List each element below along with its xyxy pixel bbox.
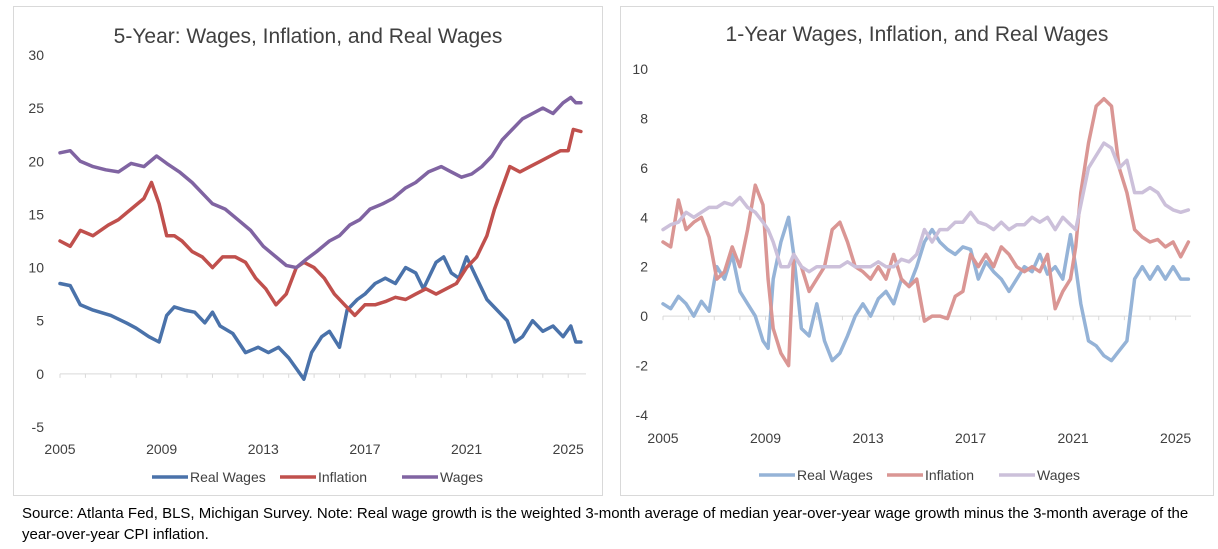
legend-label-wages: Wages: [440, 469, 483, 485]
x-tick-label: 2017: [955, 430, 986, 446]
series-line-real-wages: [661, 215, 1191, 363]
y-tick-label: 0: [36, 366, 44, 382]
source-footnote: Source: Atlanta Fed, BLS, Michigan Surve…: [22, 505, 1189, 543]
y-tick-label: 5: [36, 313, 44, 329]
legend-label-inflation: Inflation: [925, 467, 974, 483]
chart-1-year: 1-Year Wages, Inflation, and Real Wages -…: [632, 23, 1191, 483]
series-line-wages: [661, 141, 1191, 274]
y-tick-label: 8: [640, 110, 648, 126]
x-tick-label: 2017: [349, 441, 380, 457]
series-line-wages: [58, 95, 583, 270]
y-tick-label: 2: [640, 259, 648, 275]
series-line-real-wages: [58, 255, 583, 381]
y-tick-label: -2: [636, 358, 649, 374]
x-tick-label: 2009: [750, 430, 781, 446]
x-tick-label: 2025: [553, 441, 584, 457]
y-tick-label: -5: [32, 419, 45, 435]
y-tick-label: 30: [28, 47, 44, 63]
x-tick-label: 2013: [248, 441, 279, 457]
chart-title: 1-Year Wages, Inflation, and Real Wages: [726, 23, 1109, 46]
y-tick-label: 20: [28, 153, 44, 169]
y-tick-label: 4: [640, 209, 648, 225]
y-tick-label: 25: [28, 100, 44, 116]
chart-5-year: 5-Year: Wages, Inflation, and Real Wages…: [28, 25, 586, 485]
legend-label-real-wages: Real Wages: [797, 467, 873, 483]
y-tick-label: -4: [636, 407, 649, 423]
x-tick-label: 2013: [852, 430, 883, 446]
y-tick-label: 15: [28, 206, 44, 222]
series-line-inflation: [58, 127, 583, 318]
y-tick-label: 10: [632, 61, 648, 77]
x-tick-label: 2021: [451, 441, 482, 457]
y-tick-label: 0: [640, 308, 648, 324]
x-tick-label: 2005: [44, 441, 75, 457]
chart-panel-5-year: 5-Year: Wages, Inflation, and Real Wages…: [13, 6, 603, 496]
x-tick-label: 2005: [647, 430, 678, 446]
x-tick-label: 2021: [1058, 430, 1089, 446]
series-line-inflation: [661, 96, 1191, 368]
chart-title: 5-Year: Wages, Inflation, and Real Wages: [114, 25, 503, 48]
y-tick-label: 10: [28, 260, 44, 276]
chart-panel-1-year: 1-Year Wages, Inflation, and Real Wages -…: [620, 6, 1214, 496]
x-tick-label: 2025: [1160, 430, 1191, 446]
legend-label-inflation: Inflation: [318, 469, 367, 485]
legend-label-wages: Wages: [1037, 467, 1080, 483]
x-tick-label: 2009: [146, 441, 177, 457]
legend-label-real-wages: Real Wages: [190, 469, 266, 485]
y-tick-label: 6: [640, 160, 648, 176]
